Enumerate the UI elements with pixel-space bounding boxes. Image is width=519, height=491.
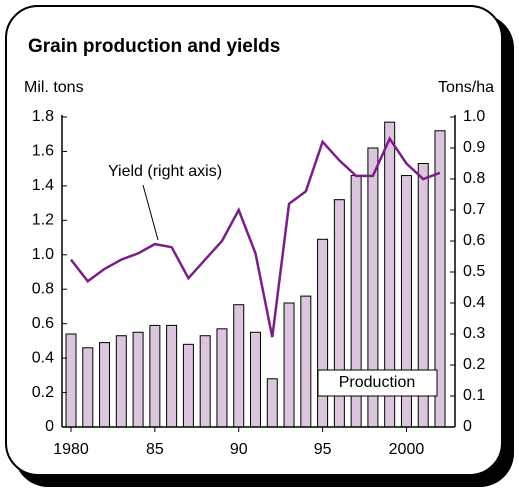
y2-tick-label: 0	[463, 418, 472, 435]
bar	[283, 302, 295, 428]
y-tick-label: 1.4	[32, 177, 54, 194]
x-tick-label: 95	[314, 441, 332, 458]
y-tick-label: 0.2	[32, 384, 54, 401]
bar-annotation-box	[317, 369, 438, 397]
bar	[99, 342, 111, 428]
y-tick-label: 1.2	[32, 212, 54, 229]
y-tick-label: 1.0	[32, 246, 54, 263]
y-tick-label: 1.8	[32, 108, 54, 125]
y2-tick-label: 0.1	[463, 387, 485, 404]
bar	[250, 331, 261, 428]
y2-tick-label: 0.3	[463, 325, 485, 342]
x-tick-label: 85	[146, 441, 164, 458]
bar-annotation: Production	[339, 374, 416, 391]
bar	[317, 238, 329, 428]
bar	[149, 324, 161, 428]
leader-line	[142, 184, 159, 241]
bar	[65, 333, 77, 428]
bar	[182, 343, 194, 428]
bar	[166, 324, 178, 428]
y-axis-label: Mil. tons	[24, 79, 84, 96]
y2-tick-label: 0.5	[463, 263, 485, 280]
bar	[132, 331, 144, 428]
bar	[266, 378, 278, 428]
x-tick-label: 1980	[53, 441, 89, 458]
bar	[216, 328, 228, 428]
bar	[115, 335, 127, 428]
x-tick-label: 2000	[389, 441, 425, 458]
y2-tick-label: 0.8	[463, 170, 485, 187]
y2-tick-label: 0.2	[463, 356, 485, 373]
line-annotation: Yield (right axis)	[108, 163, 222, 180]
y-tick-label: 0.4	[32, 349, 54, 366]
y-tick-label: 0	[45, 418, 54, 435]
y2-tick-label: 0.7	[463, 201, 485, 218]
y2-tick-label: 0.9	[463, 139, 485, 156]
y-tick-label: 0.6	[32, 315, 54, 332]
bar	[233, 304, 245, 428]
x-tick-label: 90	[230, 441, 248, 458]
yield-line	[70, 136, 441, 338]
y2-tick-label: 0.4	[463, 294, 485, 311]
bar	[199, 335, 211, 428]
y2-tick-label: 0.6	[463, 232, 485, 249]
y2-axis-label: Tons/ha	[438, 79, 494, 96]
bar	[82, 347, 94, 428]
chart-title: Grain production and yields	[28, 36, 280, 57]
y-tick-label: 1.6	[32, 143, 54, 160]
bar	[300, 295, 312, 428]
y2-tick-label: 1.0	[463, 108, 485, 125]
y-tick-label: 0.8	[32, 280, 54, 297]
